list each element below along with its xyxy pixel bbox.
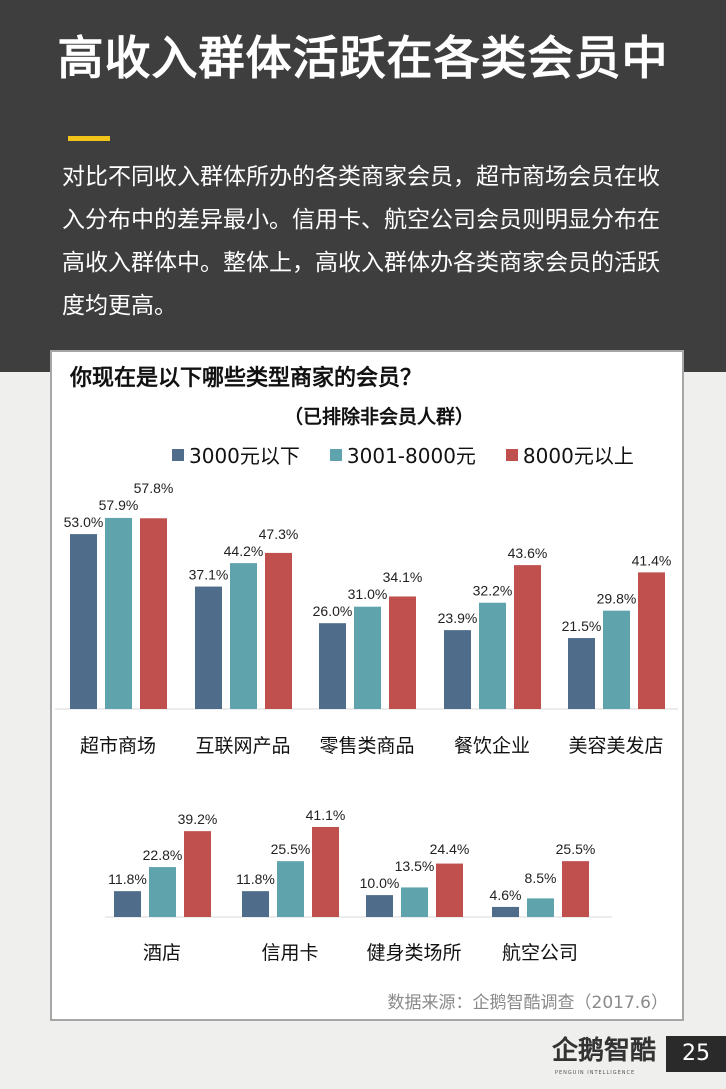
accent-bar [68,136,110,141]
data-label: 26.0% [313,603,353,619]
bar [230,563,257,709]
legend-swatch [172,448,184,461]
bar [444,630,471,709]
bar [184,831,211,917]
chart-subtitle: （已排除非会员人群） [283,406,474,428]
category-label: 酒店 [143,942,181,964]
data-label: 47.3% [259,526,299,542]
legend: 3000元以下 3001-8000元 8000元以上 [172,440,634,469]
data-label: 13.5% [395,858,435,874]
data-label: 41.4% [632,552,672,568]
data-label: 23.9% [438,610,478,626]
bar [638,572,665,709]
bar [277,861,304,917]
description: 对比不同收入群体所办的各类商家会员，超市商场会员在收入分布中的差异最小。信用卡、… [62,164,660,319]
chart-title: 你现在是以下哪些类型商家的会员？ [70,366,423,391]
bar [319,623,346,709]
legend-label: 8000元以上 [522,444,634,468]
category-label: 美容美发店 [568,735,663,757]
category-label: 信用卡 [261,942,318,964]
data-label: 11.8% [236,871,275,887]
data-label: 34.1% [383,569,423,585]
data-label: 25.5% [556,841,596,857]
bar [514,565,541,709]
bar [401,887,428,917]
legend-item: 8000元以上 [505,440,634,469]
data-label: 29.8% [597,591,637,607]
logo-subtitle: PENGUIN INTELLIGENCE [555,1070,636,1076]
bar [436,863,463,917]
legend-swatch [329,448,342,461]
data-label: 25.5% [271,841,311,857]
bar [492,906,519,917]
legend-label: 3000元以下 [189,444,300,468]
bar [149,867,176,917]
bar [389,596,416,709]
data-label: 11.8% [108,871,147,887]
data-label: 57.9% [99,497,139,513]
data-label: 44.2% [224,543,264,559]
bar [479,602,506,709]
data-label: 31.0% [348,586,388,602]
category-label: 互联网产品 [195,735,290,757]
legend-item: 3001-8000元 [329,440,476,469]
header-background [0,0,726,372]
logo: 企鹅智酷 [552,1036,657,1066]
bar [527,898,554,917]
data-label: 22.8% [143,847,183,863]
bar [562,861,589,917]
bar [603,610,630,709]
category-label: 餐饮企业 [454,735,530,757]
page-title: 高收入群体活跃在各类会员中 [57,31,669,85]
legend-item: 3000元以下 [172,440,300,469]
category-label: 零售类商品 [319,735,414,757]
data-label: 10.0% [360,875,400,891]
bar [312,826,339,917]
category-label: 航空公司 [502,942,578,964]
data-label: 8.5% [525,870,557,886]
bar [140,518,167,709]
bar [568,638,595,709]
data-label: 4.6% [490,887,522,903]
data-label: 53.0% [64,514,104,530]
bar [70,534,97,709]
data-label: 32.2% [473,583,513,599]
category-label: 超市商场 [80,735,156,757]
bar [105,517,132,709]
page-number: 25 [666,1036,726,1072]
data-label: 37.1% [189,567,229,583]
data-label: 41.1% [306,807,346,823]
data-label: 39.2% [178,811,218,827]
data-label: 21.5% [562,618,602,634]
data-source: 数据来源：企鹅智酷调查（2017.6） [387,993,668,1013]
data-label: 43.6% [508,545,548,561]
bar [265,552,292,709]
legend-swatch [505,448,518,461]
bar [195,586,222,709]
data-label: 57.8% [134,480,174,496]
bar [114,891,141,917]
legend-label: 3001-8000元 [346,444,476,468]
bar [366,895,393,917]
bar [242,891,269,917]
data-label: 24.4% [430,841,470,857]
category-label: 健身类场所 [366,942,461,964]
bar [354,606,381,709]
